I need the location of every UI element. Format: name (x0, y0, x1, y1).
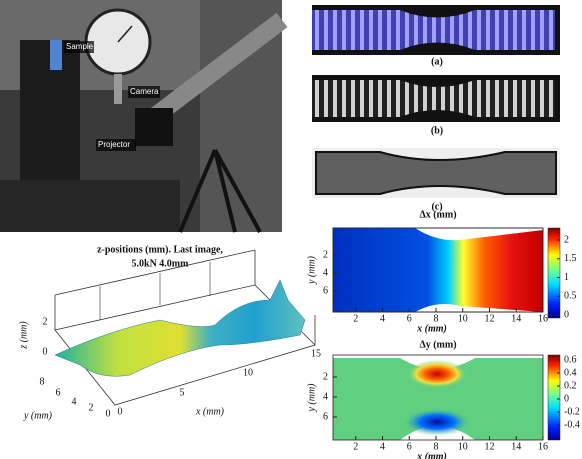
plot-title: z-positions (mm). Last image, (97, 244, 223, 255)
axis-label: y (mm) (306, 383, 317, 413)
tick-label: 12 (484, 313, 494, 324)
tick-label: 10 (243, 367, 253, 378)
tick-label: 2 (353, 441, 358, 452)
tick-label: 4 (323, 267, 328, 278)
colorbar-label: 1.5 (564, 253, 577, 264)
lab-photo: Sample Camera Projector (0, 0, 282, 232)
colorbar-label: 0.5 (564, 291, 577, 302)
tick-label: 6 (407, 313, 412, 324)
colorbar-label: 0 (564, 393, 569, 404)
tick-label: 14 (511, 441, 521, 452)
tick-label: 2 (323, 371, 328, 382)
heatmap (333, 355, 560, 440)
photo-label: Sample (66, 42, 94, 51)
colorbar-label: 0.6 (564, 354, 577, 365)
plot-title: Δy (mm) (419, 339, 456, 350)
tick-label: 4 (380, 313, 385, 324)
colorbar-label: 2 (564, 234, 569, 245)
panel-label: (b) (431, 125, 443, 136)
axis-label: z (mm) (18, 321, 29, 350)
axis-label: y (mm) (23, 410, 53, 421)
tick-label: 14 (511, 313, 521, 324)
tick-label: 15 (311, 348, 321, 359)
tick-label: 2 (89, 402, 94, 413)
surface-plot: z-positions (mm). Last image, 5.0kN 4.0m… (18, 244, 321, 421)
tick-label: 4 (72, 396, 77, 407)
colorbar-label: 1 (564, 272, 569, 283)
tick-label: 8 (433, 441, 438, 452)
tick-label: 6 (56, 387, 61, 398)
colorbar-label: -0.4 (564, 419, 580, 430)
tick-label: 12 (484, 441, 494, 452)
tick-label: 2 (353, 313, 358, 324)
tick-label: 16 (538, 313, 548, 324)
tick-label: 0 (106, 408, 111, 419)
tick-label: 0 (43, 346, 48, 357)
colorbar-label: 0 (564, 309, 569, 320)
tick-label: 4 (380, 441, 385, 452)
tick-label: 2 (43, 316, 48, 327)
tick-label: 6 (323, 411, 328, 422)
figure: Sample Camera Projector (a) (b) (c) z-po… (0, 0, 582, 459)
colorbar-label: -0.2 (564, 406, 580, 417)
colorbar-label: 0.2 (564, 380, 577, 391)
tick-label: 10 (458, 441, 468, 452)
plot-subtitle: 5.0kN 4.0mm (132, 258, 190, 269)
axis-label: x (mm) (416, 323, 447, 334)
photo-label: Projector (98, 140, 130, 149)
tick-label: 0 (118, 406, 123, 417)
tick-label: 6 (323, 285, 328, 296)
panel-label: (a) (431, 56, 443, 67)
axis-label: y (mm) (306, 255, 317, 285)
tick-label: 4 (323, 391, 328, 402)
tick-label: 8 (40, 376, 45, 387)
tick-label: 5 (180, 387, 185, 398)
specimen-images: (a) (b) (c) (312, 5, 560, 212)
tick-label: 16 (538, 441, 548, 452)
tick-label: 10 (458, 313, 468, 324)
axis-label: x (mm) (416, 451, 447, 459)
colorbar-label: 0.4 (564, 367, 577, 378)
tick-label: 6 (407, 441, 412, 452)
plot-title: Δx (mm) (419, 209, 456, 220)
heatmap (333, 228, 560, 318)
tick-label: 2 (323, 249, 328, 260)
axis-label: x (mm) (195, 406, 225, 417)
photo-label: Camera (130, 87, 159, 96)
tick-label: 8 (433, 313, 438, 324)
